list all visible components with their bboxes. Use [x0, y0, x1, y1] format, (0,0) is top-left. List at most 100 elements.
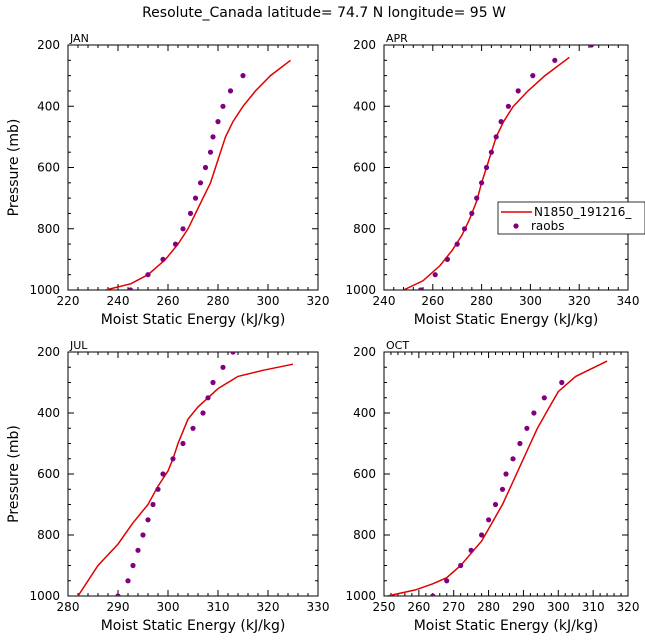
raobs-point — [483, 164, 490, 171]
raobs-point — [230, 352, 236, 355]
raobs-point — [180, 226, 186, 232]
plot-data — [403, 45, 594, 290]
x-tick-label: 240 — [373, 294, 396, 308]
raobs-point — [531, 410, 537, 416]
y-tick-label: 200 — [37, 38, 60, 52]
x-tick-label: 320 — [568, 294, 591, 308]
raobs-point — [468, 547, 474, 553]
raobs-point — [444, 256, 450, 262]
raobs-point — [140, 532, 146, 538]
plot-frame — [67, 44, 319, 291]
x-tick-label: 330 — [307, 600, 330, 614]
raobs-point — [498, 119, 504, 125]
raobs-point — [486, 517, 492, 523]
x-tick-label: 260 — [407, 600, 430, 614]
y-tick-label: 1000 — [29, 589, 60, 603]
y-axis-label: Pressure (mb) — [6, 425, 22, 523]
x-axis-label: Moist Static Energy (kJ/kg) — [414, 618, 599, 634]
raobs-point — [479, 180, 485, 186]
raobs-point — [432, 272, 438, 278]
raobs-point — [255, 334, 260, 339]
y-tick-label: 600 — [353, 161, 376, 175]
raobs-point — [150, 501, 156, 508]
model-series-line — [403, 56, 570, 290]
raobs-point — [180, 440, 186, 447]
legend-model-label: N1850_191216_ — [534, 205, 632, 219]
raobs-point — [458, 562, 464, 569]
x-tick-label: 290 — [107, 600, 130, 614]
raobs-point — [135, 547, 141, 553]
x-tick-label: 280 — [57, 600, 80, 614]
y-tick-label: 200 — [37, 345, 60, 359]
raobs-point — [430, 593, 436, 596]
x-axis-label: Moist Static Energy (kJ/kg) — [414, 312, 599, 328]
y-tick-label: 400 — [353, 99, 376, 113]
legend-box — [497, 201, 645, 235]
figure-title: Resolute_Canada latitude= 74.7 N longitu… — [142, 5, 506, 21]
y-tick-label: 600 — [37, 161, 60, 175]
x-tick-label: 290 — [512, 600, 535, 614]
legend: N1850_191216_raobs — [497, 201, 645, 235]
panel-oct: 250 260 270 280 290 300 310 320 200 400 600 800 1000… — [345, 339, 639, 634]
raobs-point — [559, 379, 565, 386]
y-tick-label: 200 — [353, 38, 376, 52]
raobs-point — [492, 501, 499, 508]
plot-frame — [67, 351, 319, 597]
x-tick-label: 280 — [207, 294, 230, 308]
x-tick-label: 310 — [582, 600, 605, 614]
legend-raobs-label: raobs — [531, 219, 565, 233]
raobs-point — [454, 241, 460, 247]
raobs-point — [210, 134, 216, 140]
plot-data — [387, 360, 608, 596]
raobs-point — [517, 440, 523, 447]
raobs-point — [207, 149, 214, 155]
raobs-point — [197, 180, 204, 186]
y-tick-label: 1000 — [29, 283, 60, 297]
raobs-point — [479, 532, 485, 538]
panel-jan: 220 240 260 280 300 320 200 400 600 800 1000 JAN Moi… — [6, 32, 329, 328]
plot-data — [77, 334, 294, 596]
model-series-line — [77, 363, 294, 596]
panel-title: OCT — [386, 339, 409, 352]
raobs-point — [130, 562, 136, 569]
legend-raobs-swatch — [513, 223, 519, 229]
raobs-point — [552, 57, 558, 63]
x-tick-label: 220 — [57, 294, 80, 308]
y-tick-label: 800 — [353, 222, 376, 236]
raobs-point — [205, 395, 211, 401]
raobs-point — [418, 287, 424, 290]
y-tick-label: 400 — [37, 99, 60, 113]
raobs-point — [220, 103, 226, 109]
x-tick-label: 300 — [157, 600, 180, 614]
x-tick-label: 300 — [257, 294, 280, 308]
x-tick-label: 250 — [373, 600, 396, 614]
model-series-line — [387, 360, 608, 596]
raobs-point — [515, 88, 521, 94]
raobs-point — [210, 379, 216, 386]
raobs-point — [202, 164, 209, 171]
raobs-point — [469, 210, 475, 216]
raobs-point — [127, 287, 134, 290]
plot-frame — [383, 44, 629, 291]
x-tick-label: 340 — [617, 294, 640, 308]
y-tick-label: 1000 — [345, 589, 376, 603]
x-tick-label: 300 — [547, 600, 570, 614]
panel-apr: 240 260 280 300 320 340 200 400 600 800 1000 APR Moi… — [345, 32, 645, 328]
x-tick-label: 240 — [107, 294, 130, 308]
x-tick-label: 320 — [307, 294, 330, 308]
raobs-point — [524, 425, 530, 431]
x-axis-label: Moist Static Energy (kJ/kg) — [101, 312, 286, 328]
panel-title: APR — [386, 32, 408, 45]
raobs-point — [155, 486, 161, 492]
x-tick-label: 270 — [442, 600, 465, 614]
raobs-point — [115, 593, 121, 596]
x-tick-label: 260 — [421, 294, 444, 308]
x-tick-label: 310 — [207, 600, 230, 614]
y-tick-label: 400 — [353, 406, 376, 420]
raobs-point — [503, 471, 509, 477]
x-tick-label: 320 — [617, 600, 640, 614]
raobs-point — [461, 226, 468, 232]
x-tick-label: 300 — [519, 294, 542, 308]
raobs-point — [215, 119, 221, 125]
